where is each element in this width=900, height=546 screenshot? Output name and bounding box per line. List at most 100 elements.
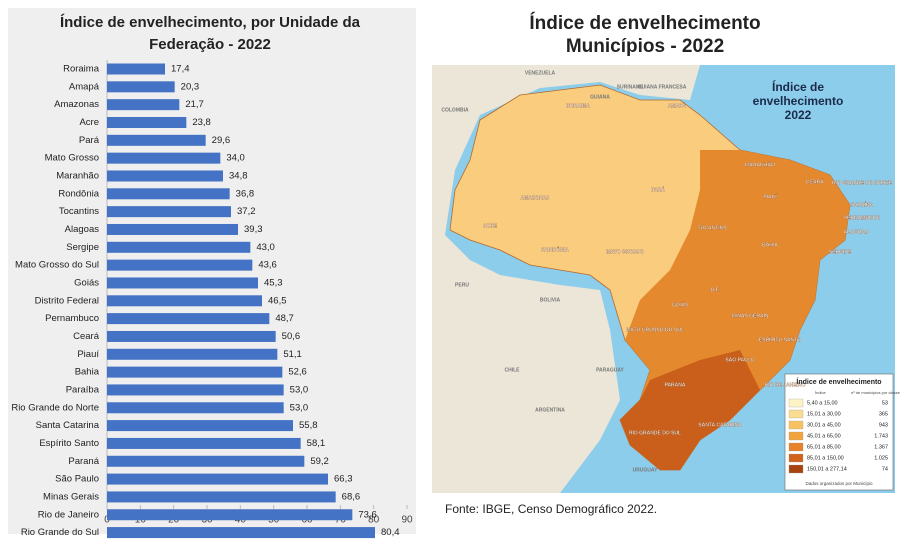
- data-label: 43,6: [258, 260, 277, 271]
- bar: [107, 152, 221, 164]
- map-label: RORAIMA: [566, 103, 590, 109]
- neighbor-land: [432, 65, 700, 493]
- data-label: 29,6: [212, 135, 231, 146]
- x-tick-label: 80: [368, 515, 380, 526]
- map-label: AMAZONAS: [521, 195, 551, 201]
- bar: [107, 81, 175, 93]
- map-label: CEARÁ: [806, 178, 824, 185]
- y-tick-label: Minas Gerais: [43, 491, 99, 502]
- legend-note: Dados organizados por Município: [805, 481, 873, 486]
- data-label: 21,7: [185, 99, 204, 110]
- legend-range: 85,01 a 150,00: [807, 455, 844, 461]
- data-label: 36,8: [236, 188, 255, 199]
- bar: [107, 206, 231, 218]
- legend-swatch: [788, 398, 804, 408]
- map-label: SERGIPE: [829, 249, 852, 255]
- bar: [107, 455, 305, 467]
- legend-count: 74: [882, 466, 888, 472]
- data-label: 80,4: [381, 527, 400, 538]
- y-tick-label: São Paulo: [55, 474, 99, 485]
- map-label: ESPÍRITO SANTO: [759, 335, 801, 343]
- legend-count: 365: [879, 411, 888, 417]
- map-label: CHILE: [505, 367, 521, 373]
- y-tick-label: Mato Grosso do Sul: [15, 260, 99, 271]
- legend-count: 1.367: [874, 444, 888, 450]
- map-label: VENEZUELA: [525, 70, 556, 76]
- legend-col: Índice: [815, 390, 826, 395]
- data-label: 66,3: [334, 474, 353, 485]
- map-label: MATO GROSSO DO SUL: [626, 327, 684, 333]
- data-label: 43,0: [256, 242, 275, 253]
- map-label: RIO GRANDE DO NORTE: [832, 180, 892, 186]
- legend-swatch: [788, 431, 804, 441]
- map-label: MINAS GERAIS: [732, 313, 769, 319]
- legend-col: nº de municípios por classe: [851, 390, 900, 395]
- bar: [107, 134, 206, 146]
- map-label: SANTA CATARINA: [698, 422, 742, 428]
- map-label: BAHIA: [762, 242, 778, 248]
- bar: [107, 348, 278, 360]
- y-tick-label: Pará: [79, 135, 100, 146]
- legend-swatch: [788, 453, 804, 463]
- data-label: 39,3: [244, 224, 263, 235]
- legend-range: 15,01 a 30,00: [807, 411, 841, 417]
- bar: [107, 241, 251, 253]
- y-tick-label: Paraíba: [66, 384, 100, 395]
- map-label: RONDÔNIA: [541, 245, 569, 253]
- legend-count: 1.025: [874, 455, 888, 461]
- legend-range: 5,40 a 15,00: [807, 400, 838, 406]
- bar: [107, 473, 328, 485]
- map-label: TOCANTINS: [697, 225, 727, 231]
- data-label: 58,1: [307, 438, 326, 449]
- y-tick-label: Espírito Santo: [39, 438, 99, 449]
- data-label: 20,3: [181, 81, 200, 92]
- map-label: MATO GROSSO: [606, 249, 644, 255]
- y-tick-label: Piauí: [77, 349, 99, 360]
- legend-range: 30,01 a 45,00: [807, 422, 841, 428]
- data-label: 17,4: [171, 64, 190, 75]
- map-label: ALAGOAS: [844, 229, 870, 235]
- bar: [107, 223, 238, 235]
- map-label: SURINAME: [617, 84, 644, 90]
- map-label: PIAUÍ: [763, 192, 777, 200]
- map-label: PARAGUAY: [596, 367, 624, 373]
- bar: [107, 330, 276, 342]
- bar: [107, 99, 180, 111]
- map-label: PARANÁ: [664, 381, 685, 388]
- bar: [107, 491, 336, 503]
- bar: [107, 63, 165, 75]
- data-label: 37,2: [237, 206, 256, 217]
- data-label: 51,1: [283, 349, 302, 360]
- legend-swatch: [788, 420, 804, 430]
- y-tick-label: Amazonas: [54, 99, 99, 110]
- map-label: BOLIVIA: [540, 297, 561, 303]
- map-title: Índice de envelhecimento Municípios - 20…: [529, 13, 761, 57]
- y-tick-label: Tocantins: [59, 206, 99, 217]
- map-label: D.F.: [711, 287, 721, 293]
- data-label: 34,8: [229, 170, 248, 181]
- data-label: 52,6: [288, 367, 307, 378]
- data-label: 53,0: [290, 384, 309, 395]
- bar: [107, 188, 230, 200]
- y-tick-label: Ceará: [73, 331, 100, 342]
- legend-swatch: [788, 409, 804, 419]
- source-note: Fonte: IBGE, Censo Demográfico 2022.: [445, 502, 658, 516]
- map-label: MARANHÃO: [745, 161, 775, 168]
- map-label: ARGENTINA: [535, 407, 565, 413]
- legend-range: 65,01 a 85,00: [807, 444, 841, 450]
- legend-count: 943: [879, 422, 888, 428]
- map-label: GUIANA FRANCESA: [638, 84, 687, 90]
- y-tick-label: Rio Grande do Sul: [21, 527, 99, 538]
- bar: [107, 277, 258, 289]
- chart-title: Índice de envelhecimento, por Unidade da…: [59, 14, 361, 53]
- data-label: 68,6: [342, 491, 361, 502]
- data-label: 50,6: [282, 331, 301, 342]
- map-label: PERNAMBUCO: [844, 215, 881, 221]
- bar: [107, 313, 270, 325]
- y-tick-label: Santa Catarina: [36, 420, 100, 431]
- data-label: 55,8: [299, 420, 318, 431]
- data-label: 48,7: [275, 313, 294, 324]
- map-label: URUGUAY: [633, 467, 658, 473]
- data-label: 53,0: [290, 402, 309, 413]
